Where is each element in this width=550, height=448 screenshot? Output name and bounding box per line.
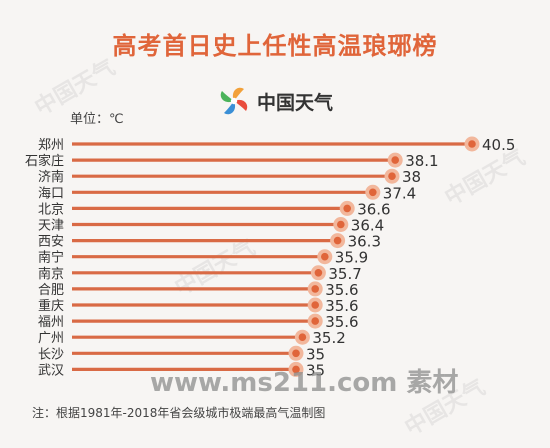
value-label: 36.3 xyxy=(348,233,381,251)
bar-end-marker xyxy=(314,269,323,277)
value-label: 35.6 xyxy=(325,297,358,315)
watermark-site: www.ms211.com 素材 xyxy=(150,368,459,398)
category-label: 济南 xyxy=(38,169,64,185)
bar-end-marker xyxy=(388,172,396,180)
bar-end-marker xyxy=(298,333,307,342)
value-label: 35.6 xyxy=(325,313,358,331)
value-label: 38.1 xyxy=(405,152,438,170)
bar-end-marker xyxy=(321,252,329,261)
category-label: 石家庄 xyxy=(25,153,64,169)
pinwheel-logo-icon xyxy=(220,87,248,115)
bar-end-marker xyxy=(468,140,476,148)
value-label: 35 xyxy=(306,345,325,363)
category-label: 长沙 xyxy=(38,347,64,362)
value-label: 36.4 xyxy=(351,217,384,235)
bar-end-marker xyxy=(333,236,342,245)
value-label: 35.2 xyxy=(312,329,345,347)
value-label: 38 xyxy=(402,168,421,186)
value-label: 37.4 xyxy=(383,184,416,202)
category-label: 武汉 xyxy=(38,363,64,378)
chart-title: 高考首日史上任性高温琅琊榜 xyxy=(112,32,438,60)
brand-name: 中国天气 xyxy=(256,91,333,114)
category-label: 广州 xyxy=(38,331,64,346)
bar-end-marker xyxy=(292,365,300,374)
value-label: 35.6 xyxy=(325,281,358,299)
bar-end-marker xyxy=(337,220,345,229)
category-label: 合肥 xyxy=(38,283,64,298)
value-label: 36.6 xyxy=(357,200,390,218)
category-label: 郑州 xyxy=(38,138,64,153)
category-label: 南宁 xyxy=(38,250,64,266)
bar-end-marker xyxy=(391,156,400,164)
category-label: 西安 xyxy=(38,235,64,250)
bar-end-marker xyxy=(311,301,320,309)
category-label: 福州 xyxy=(38,315,64,330)
footnote: 注：根据1981年-2018年省会级城市极端最高气温制图 xyxy=(32,406,326,420)
category-label: 海口 xyxy=(38,186,64,201)
category-label: 天津 xyxy=(38,219,64,234)
value-label: 35 xyxy=(306,361,325,379)
category-label: 重庆 xyxy=(38,298,64,314)
value-label: 35.7 xyxy=(328,265,361,283)
category-label: 北京 xyxy=(38,202,64,217)
bar-end-marker xyxy=(311,285,320,293)
bar-end-marker xyxy=(343,204,352,213)
brand-logo: 中国天气 xyxy=(0,84,550,118)
value-label: 35.9 xyxy=(335,249,368,267)
bar-end-marker xyxy=(369,188,377,197)
bar-end-marker xyxy=(292,349,300,358)
value-label: 40.5 xyxy=(482,136,515,154)
category-label: 南京 xyxy=(38,266,64,282)
bar-end-marker xyxy=(311,317,320,325)
unit-label: 单位：℃ xyxy=(70,112,124,127)
